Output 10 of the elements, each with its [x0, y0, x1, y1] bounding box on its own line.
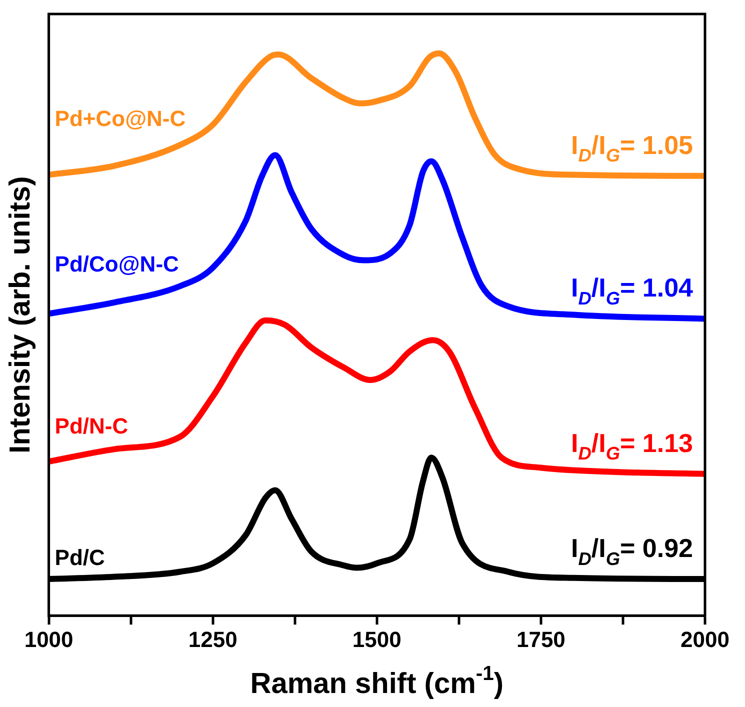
- x-tick-label: 2000: [680, 626, 730, 652]
- series-label: Pd/C: [54, 544, 106, 570]
- series-label: Pd/Co@N-C: [54, 251, 180, 276]
- series-label: Pd/N-C: [54, 413, 128, 438]
- series-label: Pd+Co@N-C: [54, 106, 186, 131]
- x-tick-label: 1500: [352, 626, 402, 652]
- x-tick-label: 1000: [24, 626, 74, 652]
- x-tick-label: 1750: [516, 626, 566, 652]
- y-axis-title: Intensity (arb. units): [4, 176, 36, 454]
- x-tick-label: 1250: [188, 626, 238, 652]
